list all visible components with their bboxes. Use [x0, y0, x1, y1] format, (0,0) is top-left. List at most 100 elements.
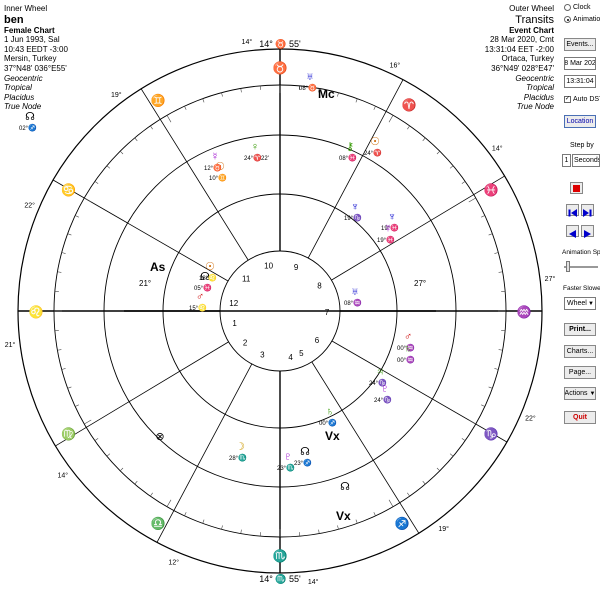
inner-wheel-node: True Node	[4, 102, 42, 112]
degree-tick	[337, 92, 339, 97]
step-back-button[interactable]	[566, 204, 579, 217]
outer-wheel-name: Transits	[515, 13, 554, 26]
degree-tick	[84, 419, 92, 425]
planet-degree: 08°	[299, 86, 309, 92]
asc-degree-label: 21°	[139, 279, 151, 288]
outer-wheel-zodiac: Geocentric	[515, 73, 554, 83]
degree-tick	[166, 499, 172, 507]
degree-tick	[488, 233, 493, 236]
events-button[interactable]: Events...	[564, 38, 596, 51]
clock-radio-label: Clock	[573, 4, 591, 11]
speed-slider-track[interactable]	[564, 266, 598, 268]
vertex-label-inner: Vx	[325, 429, 340, 443]
sign-cusp-degree: 22°	[525, 414, 536, 422]
planet-sign: ♓	[203, 283, 212, 292]
play-forward-button[interactable]	[581, 225, 594, 238]
planet-degree: 02°	[19, 126, 29, 132]
speed-slider-thumb[interactable]	[566, 261, 570, 272]
planet-glyph: ☊	[200, 271, 210, 283]
planet-glyph: ♅	[351, 286, 359, 298]
planet-sign: ♑	[383, 395, 392, 404]
wheel-labels: 123 4 56789101112♌21°♋22°♊19°♉14°♈16°♓14°♒…	[5, 38, 556, 586]
planet-sign: ♐	[303, 458, 312, 467]
planet-degree: 10°	[209, 176, 219, 182]
house-number: 2	[243, 338, 248, 347]
planet-sign: ♉	[213, 163, 222, 172]
outer-wheel-time: 13:31:04 EET -2:00	[484, 44, 554, 54]
degree-tick	[461, 438, 466, 441]
degree-tick	[150, 125, 153, 130]
midheaven-label: Mc	[318, 87, 335, 101]
zodiac-sign-glyph: ♓	[484, 183, 499, 197]
outer-wheel-info: Outer Wheel Transits Event Chart 28 Mar …	[485, 4, 554, 112]
degree-tick	[494, 368, 499, 370]
sign-cusp-degree: 22°	[24, 202, 35, 210]
degree-tick	[119, 467, 124, 472]
planet-glyph: ♅	[306, 71, 314, 83]
planet-degree: 28°	[229, 456, 239, 462]
clock-radio[interactable]: Clock	[564, 4, 591, 11]
zodiac-sign-glyph: ♉	[273, 61, 288, 75]
planet-sign: ♑	[378, 378, 387, 387]
planet-degree: 15°	[189, 306, 199, 312]
play-back-button[interactable]	[566, 225, 579, 238]
animation-radio-dot[interactable]	[564, 16, 571, 23]
actions-button[interactable]: Actions ▼	[564, 387, 596, 400]
step-forward-button[interactable]	[581, 204, 594, 217]
charts-button[interactable]: Charts...	[564, 345, 596, 358]
planet-degree: 24°	[369, 381, 379, 387]
planet-glyph: ☊	[340, 481, 350, 493]
skip-back-icon	[568, 209, 577, 217]
planet-glyph: ☽	[235, 441, 245, 453]
auto-dst-checkbox[interactable]: ✓ Auto DST	[564, 96, 600, 103]
degree-tick	[318, 529, 320, 534]
page-button[interactable]: Page...	[564, 366, 596, 379]
house-number: 8	[317, 281, 322, 290]
inner-wheel-zodiac: Geocentric	[4, 73, 43, 83]
view-select-value: Wheel	[567, 300, 587, 307]
planet-sign: ♏	[238, 453, 247, 462]
zodiac-sign-glyph: ♊	[151, 94, 166, 108]
degree-tick	[468, 419, 476, 425]
animation-speed-label: Animation Speed	[562, 249, 600, 256]
view-select[interactable]: Wheel ▼	[564, 297, 596, 310]
planet-glyph: ⚷	[346, 141, 354, 153]
dsc-degree-label: 27°	[414, 279, 426, 288]
auto-dst-check-icon[interactable]: ✓	[564, 96, 571, 103]
time-field[interactable]: 13:31:04	[564, 75, 596, 88]
stop-button[interactable]	[570, 182, 583, 194]
degree-tick	[184, 512, 187, 516]
faster-label: Faster	[563, 285, 582, 292]
inner-wheel-name: ben	[4, 13, 24, 26]
inner-wheel-place: Mersin, Turkey	[4, 54, 57, 64]
planet-glyph: ☊	[25, 111, 35, 123]
step-count-field[interactable]: 1	[562, 154, 571, 167]
planet-glyph: ♆	[388, 211, 396, 223]
animation-radio[interactable]: Animation	[564, 16, 600, 23]
degree-tick	[61, 368, 66, 370]
clock-radio-dot[interactable]	[564, 4, 571, 11]
quit-button[interactable]: Quit	[564, 411, 596, 424]
planet-glyph: ♄	[404, 343, 412, 355]
house-number: 3	[260, 351, 265, 360]
outer-wheel-title: Outer Wheel	[509, 4, 554, 13]
house-cusp-line	[52, 179, 229, 282]
date-field[interactable]: 28 Mar 2020	[564, 57, 596, 70]
step-unit-select[interactable]: Seconds▼	[572, 154, 600, 167]
zodiac-sign-glyph: ♑	[484, 427, 499, 441]
degree-tick	[67, 386, 72, 389]
degree-tick	[94, 438, 99, 441]
chevron-down-icon: ▼	[589, 390, 596, 397]
planet-glyph: ☉	[215, 161, 225, 173]
house-cusp-line	[156, 363, 253, 543]
location-button[interactable]: Location	[564, 115, 596, 128]
degree-tick	[422, 137, 426, 142]
degree-tick	[407, 125, 410, 130]
planet-degree: 24°	[244, 156, 254, 162]
planet-degree: 00°	[397, 358, 407, 364]
degree-tick	[488, 386, 493, 389]
outer-wheel-node: True Node	[516, 102, 554, 112]
degree-tick	[75, 404, 79, 407]
inner-wheel-tropical: Tropical	[4, 83, 32, 93]
print-button[interactable]: Print...	[564, 323, 596, 336]
